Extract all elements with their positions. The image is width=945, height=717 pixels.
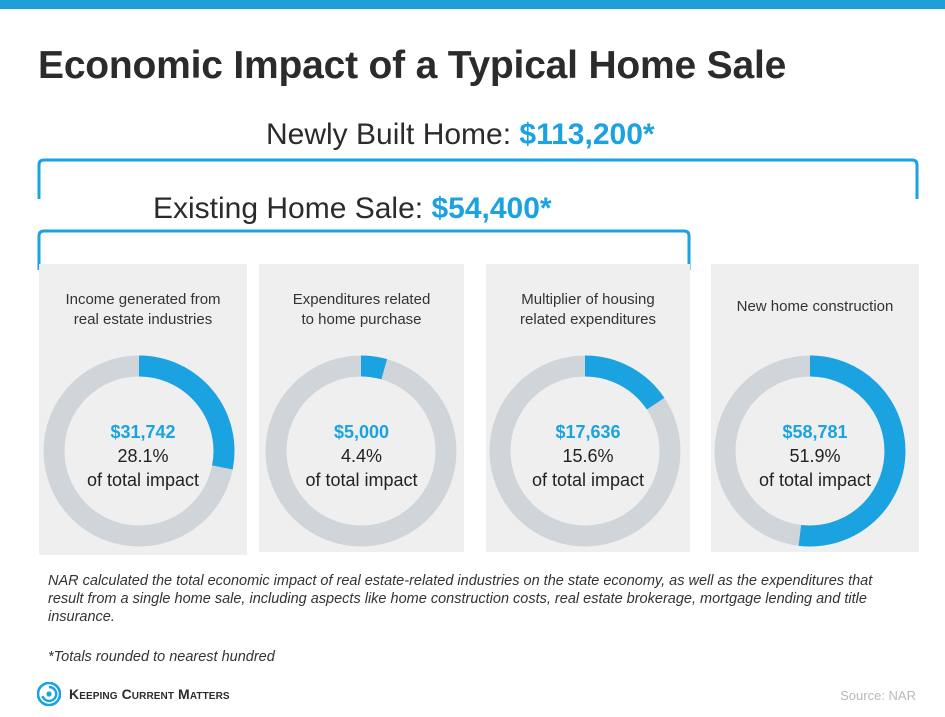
- panel-label-line1: Multiplier of housing: [521, 291, 655, 308]
- newly-built-total: Newly Built Home: $113,200*: [266, 118, 655, 152]
- impact-caption: of total impact: [758, 470, 872, 490]
- existing-sale-label: Existing Home Sale:: [153, 192, 432, 225]
- donut-center: $5,000 4.4% of total impact: [259, 420, 464, 492]
- impact-percent: 28.1%: [117, 446, 169, 466]
- panel-label: New home construction: [711, 297, 919, 317]
- methodology-note: NAR calculated the total economic impact…: [48, 573, 873, 625]
- impact-value: $17,636: [555, 422, 621, 442]
- donut-segment-expenditures: [360, 355, 388, 380]
- impact-panel-new-construction: New home construction $58,781 51.9% of t…: [711, 264, 919, 552]
- rounding-footnote: *Totals rounded to nearest hundred: [48, 649, 275, 665]
- panel-label-line1: Expenditures related: [292, 291, 431, 308]
- panel-label-line2: to home purchase: [301, 311, 422, 328]
- impact-percent: 4.4%: [340, 446, 383, 466]
- impact-value: $58,781: [782, 422, 848, 442]
- donut-center: $17,636 15.6% of total impact: [486, 420, 690, 492]
- newly-built-amount: $113,200*: [519, 118, 655, 151]
- impact-panel-multiplier: Multiplier of housing related expenditure…: [486, 264, 690, 552]
- brand-logo: Keeping Current Matters: [37, 682, 230, 706]
- panel-label: Multiplier of housing related expenditure…: [486, 290, 690, 330]
- impact-percent: 51.9%: [789, 446, 841, 466]
- swirl-logo-icon: [37, 682, 61, 706]
- newly-built-bracket: [37, 158, 919, 199]
- impact-caption: of total impact: [86, 470, 200, 490]
- donut-center: $58,781 51.9% of total impact: [711, 420, 919, 492]
- donut-segment-multiplier: [584, 355, 665, 410]
- donut-segment-income: [138, 355, 235, 470]
- panel-label: Income generated from real estate industr…: [39, 290, 247, 330]
- panel-label-line2: related expenditures: [520, 311, 656, 328]
- impact-panel-income: Income generated from real estate industr…: [39, 264, 247, 555]
- panel-label-line1: Income generated from: [65, 291, 221, 308]
- panel-label: Expenditures related to home purchase: [259, 290, 464, 330]
- existing-sale-total: Existing Home Sale: $54,400*: [153, 192, 552, 226]
- source-credit: Source: NAR: [840, 688, 916, 703]
- donut-chart-new-construction: [714, 355, 906, 547]
- donut-center: $31,742 28.1% of total impact: [39, 420, 247, 492]
- impact-value: $5,000: [333, 422, 390, 442]
- panel-label-line1: New home construction: [736, 298, 894, 315]
- panel-label-line2: real estate industries: [73, 311, 213, 328]
- newly-built-label: Newly Built Home:: [266, 118, 520, 151]
- donut-segment-new-construction: [798, 355, 906, 547]
- donut-chart-expenditures: [265, 355, 457, 547]
- impact-percent: 15.6%: [562, 446, 614, 466]
- top-accent-bar: [0, 0, 945, 9]
- impact-caption: of total impact: [531, 470, 645, 490]
- donut-chart-income: [43, 355, 235, 547]
- donut-chart-multiplier: [489, 355, 681, 547]
- impact-value: $31,742: [110, 422, 176, 442]
- existing-sale-bracket: [37, 229, 691, 270]
- logo-text: Keeping Current Matters: [69, 686, 230, 702]
- impact-panel-expenditures: Expenditures related to home purchase $5,…: [259, 264, 464, 552]
- impact-caption: of total impact: [305, 470, 418, 490]
- existing-sale-amount: $54,400*: [431, 192, 552, 225]
- page-title: Economic Impact of a Typical Home Sale: [38, 44, 787, 87]
